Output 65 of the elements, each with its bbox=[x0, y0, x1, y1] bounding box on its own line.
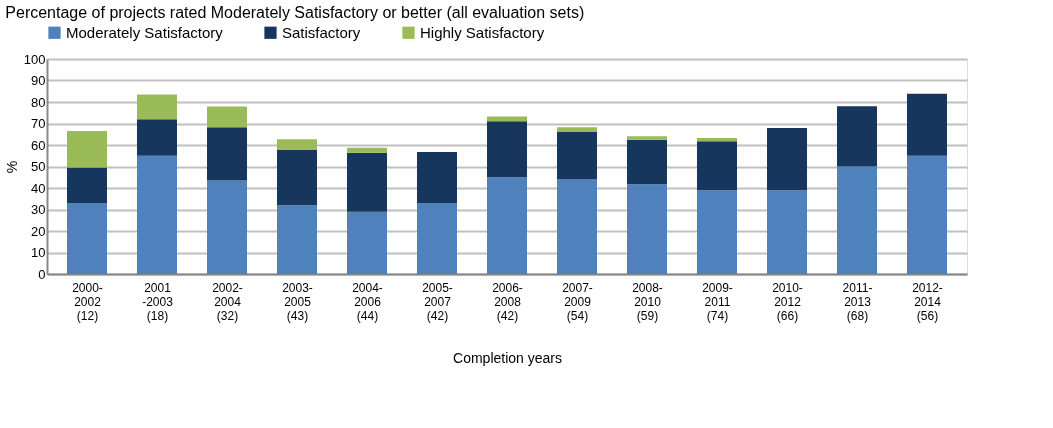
bar bbox=[137, 94, 177, 120]
bar bbox=[557, 132, 597, 180]
y-tick-label: 40 bbox=[31, 180, 46, 196]
bar bbox=[207, 106, 247, 128]
bar bbox=[557, 127, 597, 133]
bar bbox=[767, 128, 807, 191]
bar bbox=[277, 139, 317, 150]
y-tick-label: 10 bbox=[31, 245, 46, 260]
x-tick-label: 2012- 2014 (56) bbox=[912, 280, 943, 323]
y-tick-label: 50 bbox=[31, 159, 46, 174]
bar bbox=[277, 205, 317, 274]
bar bbox=[837, 106, 877, 167]
bar bbox=[627, 136, 667, 140]
y-tick-label: 90 bbox=[31, 73, 46, 88]
x-tick-label: 2005- 2007 (42) bbox=[422, 280, 453, 323]
x-tick-label: 2001 -2003 (18) bbox=[142, 280, 174, 323]
x-tick-label: 2006- 2008 (42) bbox=[492, 280, 523, 323]
bar bbox=[557, 179, 597, 274]
chart-title: Percentage of projects rated Moderately Satisfactory or better (all evaluation sets) bbox=[5, 4, 585, 21]
x-tick-label: 2008- 2010 (59) bbox=[632, 280, 663, 323]
legend-label: Moderately Satisfactory bbox=[66, 23, 224, 41]
bar bbox=[907, 93, 947, 156]
bar bbox=[207, 127, 247, 181]
bar bbox=[347, 211, 387, 274]
bar bbox=[207, 180, 247, 274]
bar bbox=[767, 190, 807, 274]
bar bbox=[347, 147, 387, 153]
bar bbox=[627, 184, 667, 274]
x-tick-label: 2002- 2004 (32) bbox=[212, 280, 243, 323]
y-tick-label: 60 bbox=[31, 137, 46, 153]
bar bbox=[67, 131, 107, 168]
bar bbox=[137, 155, 177, 274]
y-tick-label: 20 bbox=[31, 223, 46, 239]
bar bbox=[137, 119, 177, 156]
y-tick-label: 0 bbox=[38, 266, 46, 282]
bar bbox=[67, 203, 107, 274]
x-tick-label: 2007- 2009 (54) bbox=[562, 280, 593, 323]
bar bbox=[277, 149, 317, 206]
bar bbox=[627, 139, 667, 185]
y-tick-label: 70 bbox=[31, 116, 46, 131]
bar bbox=[417, 203, 457, 274]
bar bbox=[487, 121, 527, 178]
x-tick-label: 2011- 2013 (68) bbox=[842, 280, 873, 323]
x-tick-label: 2000- 2002 (12) bbox=[72, 280, 103, 323]
x-tick-label: 2004- 2006 (44) bbox=[352, 280, 383, 323]
x-tick-label: 2010- 2012 (66) bbox=[772, 280, 803, 323]
bar bbox=[487, 116, 527, 122]
x-tick-label: 2003- 2005 (43) bbox=[282, 280, 313, 323]
bar bbox=[347, 152, 387, 212]
legend-label: Highly Satisfactory bbox=[420, 23, 545, 41]
y-tick-label: 80 bbox=[31, 94, 46, 110]
x-axis-title: Completion years bbox=[453, 349, 562, 366]
bar bbox=[907, 155, 947, 274]
x-tick-label: 2009- 2011 (74) bbox=[702, 280, 733, 323]
bar bbox=[417, 151, 457, 204]
y-tick-label: 30 bbox=[31, 202, 46, 217]
bar bbox=[67, 167, 107, 204]
bar bbox=[697, 190, 737, 274]
y-tick-label: 100 bbox=[23, 51, 46, 67]
bar bbox=[697, 141, 737, 191]
bar bbox=[837, 166, 877, 274]
bar bbox=[487, 177, 527, 274]
bar bbox=[697, 138, 737, 142]
y-axis-title: % bbox=[3, 160, 20, 174]
legend-label: Satisfactory bbox=[282, 23, 361, 41]
